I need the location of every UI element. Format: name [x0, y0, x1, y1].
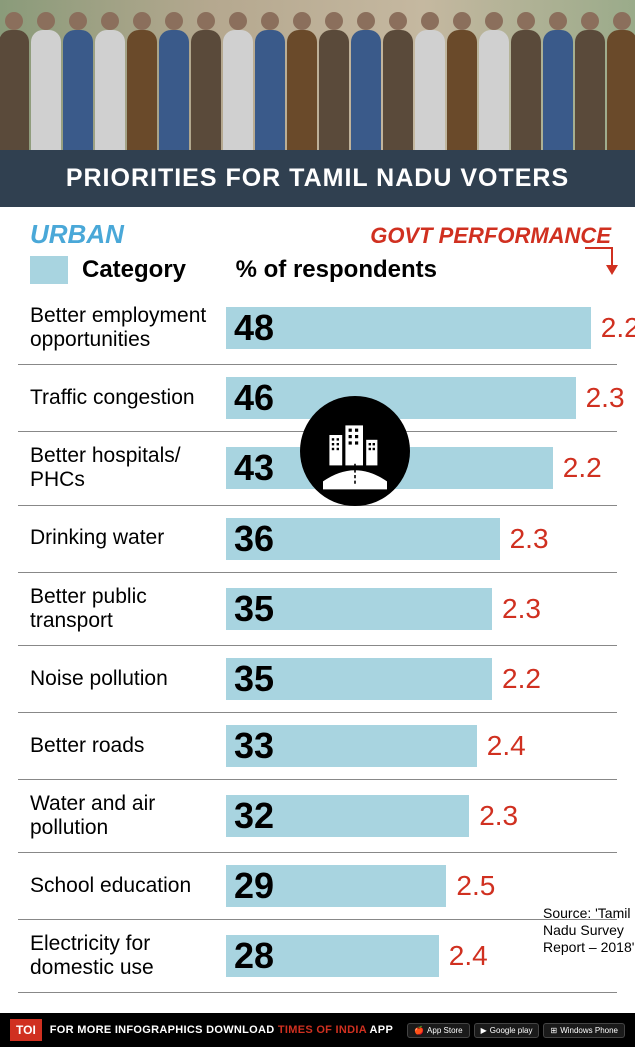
content-area: URBAN GOVT PERFORMANCE Category % of res… [0, 207, 635, 1013]
windows-badge[interactable]: ⊞Windows Phone [543, 1023, 625, 1038]
bar: 35 [226, 658, 492, 700]
category-label: Better roads [30, 734, 226, 758]
category-label: Better hospitals/ PHCs [30, 444, 226, 492]
toi-logo: TOI [10, 1019, 42, 1041]
bar-value: 29 [234, 865, 274, 907]
bar: 32 [226, 795, 469, 837]
bar-cell: 432.2 [226, 447, 617, 489]
bar-cell: 322.3 [226, 795, 617, 837]
bar-cell: 352.3 [226, 588, 617, 630]
pct-header: % of respondents [236, 256, 437, 284]
govt-performance-label: GOVT PERFORMANCE [370, 223, 611, 249]
title-bar: PRIORITIES FOR TAMIL NADU VOTERS [0, 150, 635, 207]
header-row: URBAN GOVT PERFORMANCE [30, 219, 617, 250]
bar: 36 [226, 518, 500, 560]
category-label: School education [30, 874, 226, 898]
bar-cell: 352.2 [226, 658, 617, 700]
bar-value: 28 [234, 935, 274, 977]
govt-performance-value: 2.3 [586, 382, 625, 414]
bar: 28 [226, 935, 439, 977]
bar: 46 [226, 377, 576, 419]
bar-cell: 362.3 [226, 518, 617, 560]
govt-performance-value: 2.3 [510, 523, 549, 555]
bar-value: 35 [234, 658, 274, 700]
bar: 35 [226, 588, 492, 630]
category-label: Water and air pollution [30, 792, 226, 840]
footer-text: FOR MORE INFOGRAPHICS DOWNLOAD TIMES OF … [50, 1024, 393, 1036]
govt-performance-value: 2.3 [479, 800, 518, 832]
bar-cell: 482.2 [226, 307, 617, 349]
bar-value: 36 [234, 518, 274, 560]
city-badge-icon [300, 396, 410, 506]
chart-row: Electricity for domestic use28 2.4 [18, 920, 617, 993]
column-header-row: Category % of respondents [30, 256, 617, 284]
category-label: Noise pollution [30, 667, 226, 691]
category-label: Better employment opportunities [30, 304, 226, 352]
bar: 33 [226, 725, 477, 767]
bar-value: 33 [234, 725, 274, 767]
govt-performance-value: 2.4 [449, 940, 488, 972]
govt-performance-value: 2.4 [487, 730, 526, 762]
govt-performance-value: 2.2 [601, 312, 635, 344]
source-text: Source: 'Tamil Nadu Survey Report – 2018… [543, 905, 635, 955]
govt-performance-value: 2.3 [502, 593, 541, 625]
chart-row: Water and air pollution322.3 [18, 780, 617, 853]
bar-value: 32 [234, 795, 274, 837]
infographic-container: PRIORITIES FOR TAMIL NADU VOTERS URBAN G… [0, 0, 635, 1047]
bar: 29 [226, 865, 446, 907]
app-store-badges: 🍎App Store ▶Google play ⊞Windows Phone [407, 1023, 625, 1038]
bar-cell: 292.5 [226, 865, 617, 907]
category-label: Traffic congestion [30, 386, 226, 410]
bar-cell: 462.3 [226, 377, 617, 419]
bar-value: 48 [234, 307, 274, 349]
category-label: Better public transport [30, 585, 226, 633]
chart-row: Drinking water362.3 [18, 506, 617, 573]
appstore-badge[interactable]: 🍎App Store [407, 1023, 470, 1038]
bar: 48 [226, 307, 591, 349]
googleplay-badge[interactable]: ▶Google play [474, 1023, 540, 1038]
legend-swatch [30, 256, 68, 284]
chart-row: Better roads332.4 [18, 713, 617, 780]
title: PRIORITIES FOR TAMIL NADU VOTERS [66, 164, 569, 192]
hero-photo [0, 0, 635, 150]
chart-row: School education292.5 [18, 853, 617, 920]
bar-chart: Better employment opportunities482.2Traf… [30, 292, 617, 993]
chart-row: Better public transport352.3 [18, 573, 617, 646]
category-header: Category [82, 256, 186, 284]
bar-value: 46 [234, 377, 274, 419]
bar-cell: 332.4 [226, 725, 617, 767]
bar-value: 43 [234, 447, 274, 489]
chart-row: Better employment opportunities482.2 [18, 292, 617, 365]
urban-label: URBAN [30, 219, 124, 250]
category-label: Electricity for domestic use [30, 932, 226, 980]
chart-row: Noise pollution352.2 [18, 646, 617, 713]
govt-performance-value: 2.5 [456, 870, 495, 902]
footer-bar: TOI FOR MORE INFOGRAPHICS DOWNLOAD TIMES… [0, 1013, 635, 1047]
govt-performance-value: 2.2 [502, 663, 541, 695]
bar-value: 35 [234, 588, 274, 630]
category-label: Drinking water [30, 526, 226, 550]
govt-performance-value: 2.2 [563, 452, 602, 484]
